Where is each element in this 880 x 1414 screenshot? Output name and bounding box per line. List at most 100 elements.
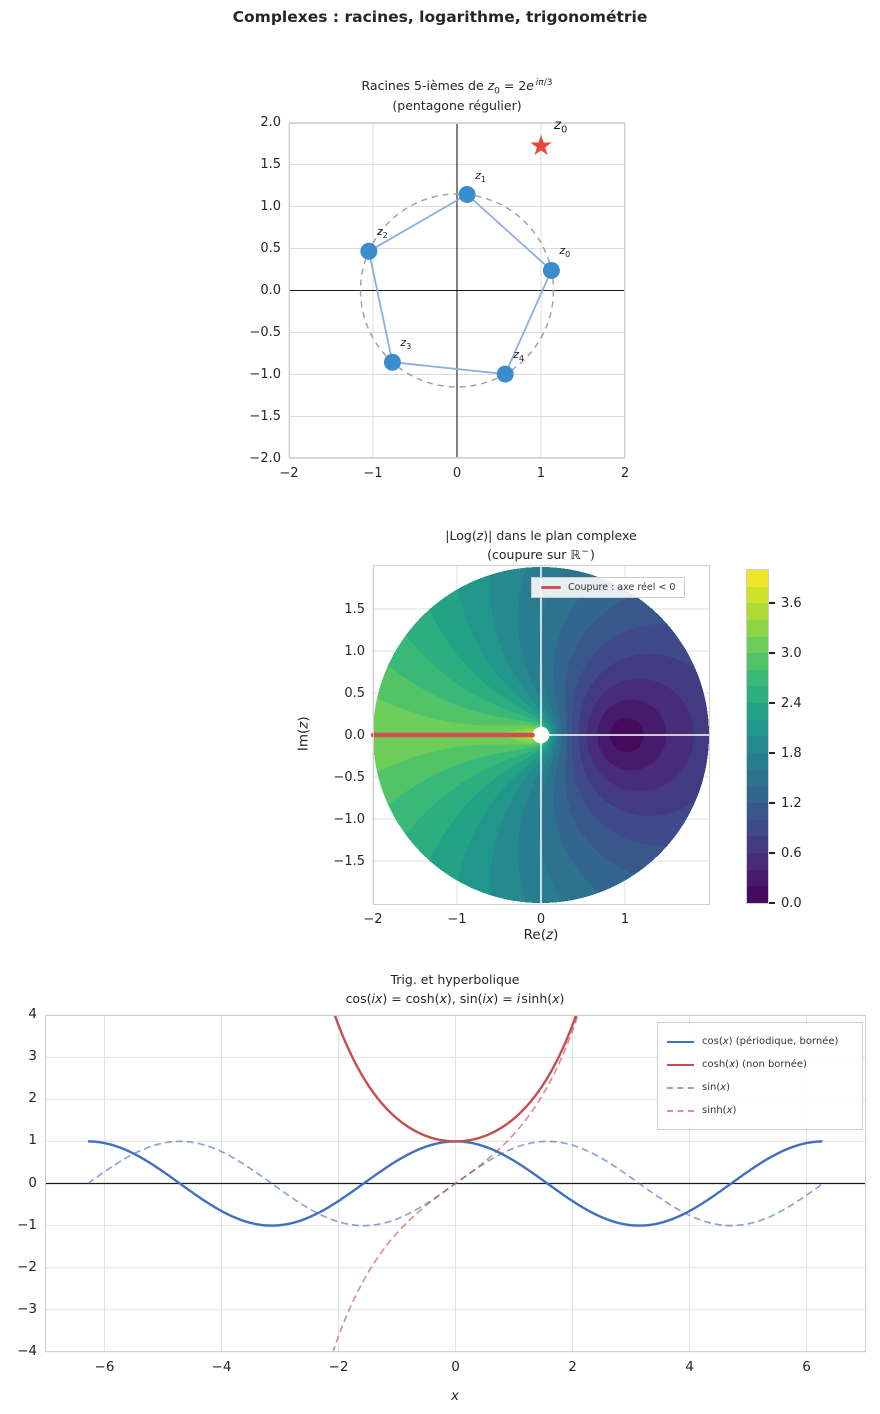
plot3-subtitle: cos(ix) = cosh(x), sin(ix) = i sinh(x) <box>345 991 565 1006</box>
colorbar-segment <box>747 852 768 870</box>
plot1-ytick-label: −0.5 <box>249 325 281 340</box>
plot3-ytick-label: 4 <box>28 1006 37 1023</box>
colorbar-tick-mark <box>769 752 775 755</box>
colorbar-segment <box>747 703 768 720</box>
plot1-xtick-label: −2 <box>279 466 299 481</box>
colorbar-segment <box>747 753 768 770</box>
plot1-ytick-label: 2.0 <box>260 115 281 130</box>
colorbar-tick-label: 0.0 <box>781 895 802 911</box>
colorbar-segment <box>747 736 768 754</box>
colorbar-tick-label: 1.8 <box>781 745 802 761</box>
colorbar <box>746 569 769 904</box>
plot3-xtick-label: −6 <box>94 1359 115 1375</box>
legend-label: sinh(x) <box>702 1105 737 1116</box>
plot2-subtitle: (coupure sur ℝ − ) <box>487 547 595 563</box>
plot3-xtick-label: −2 <box>328 1359 349 1375</box>
curve-cosh <box>333 1015 578 1143</box>
root-label: z4 <box>513 348 525 364</box>
legend-line-sample <box>667 1063 694 1066</box>
plot2-ytick-label: −1.0 <box>333 811 365 827</box>
colorbar-segment <box>747 586 768 604</box>
root-label: z2 <box>376 225 388 241</box>
colorbar-segment <box>747 886 768 903</box>
legend-row: cosh(x) (non bornée) <box>667 1053 853 1076</box>
plot2-ytick-label: 1.0 <box>344 643 365 659</box>
plot3-xtick-label: −4 <box>211 1359 232 1375</box>
colorbar-segment <box>747 636 768 654</box>
figure-title: Complexes : racines, logarithme, trigono… <box>232 8 648 26</box>
legend-label: cos(x) (périodique, bornée) <box>702 1036 839 1047</box>
plot3-xtick-label: 4 <box>685 1359 694 1375</box>
plot3-ytick-label: −1 <box>17 1216 37 1233</box>
plot3-title: Trig. et hyperbolique <box>390 972 520 987</box>
plot3-ytick-label: 1 <box>28 1132 37 1149</box>
legend-row: sinh(x) <box>667 1099 853 1122</box>
colorbar-tick-label: 1.2 <box>781 795 802 811</box>
colorbar-tick-mark <box>769 902 775 904</box>
plot2-overlay <box>370 567 709 903</box>
colorbar-segment <box>747 836 768 853</box>
axes-spine <box>289 123 625 458</box>
plot3-ytick-label: −3 <box>17 1300 37 1317</box>
plot2-legend: Coupure : axe réel < 0 <box>531 577 686 598</box>
plot2-ytick-label: −0.5 <box>333 769 365 785</box>
plot2-legend-label: Coupure : axe réel < 0 <box>568 582 676 593</box>
colorbar-segment <box>747 653 768 670</box>
pentagon-edges <box>368 193 553 376</box>
plot3-xlabel: x <box>451 1389 459 1404</box>
plot2-ytick-label: 1.5 <box>344 601 365 617</box>
plot1-xtick-label: 2 <box>620 466 630 481</box>
cut-line-sample <box>541 586 561 589</box>
colorbar-tick-label: 3.6 <box>781 595 802 611</box>
colorbar-tick-label: 2.4 <box>781 695 802 711</box>
plot1-ytick-label: 0.0 <box>260 283 281 298</box>
plot2-xtick-label: −2 <box>363 912 383 927</box>
legend-label: sin(x) <box>702 1082 731 1093</box>
colorbar-segment <box>747 686 768 704</box>
plot3-ytick-label: 2 <box>28 1090 37 1107</box>
legend-row: cos(x) (périodique, bornée) <box>667 1030 853 1053</box>
plot1-axes: ★ <box>288 122 626 459</box>
plot3-ytick-label: −4 <box>17 1342 37 1359</box>
plot3-xtick-label: 6 <box>802 1359 811 1375</box>
colorbar-segment <box>747 619 768 637</box>
plot1-ytick-label: −1.0 <box>249 367 281 382</box>
root-marker <box>542 261 560 279</box>
plot3-ytick-label: 0 <box>28 1174 37 1191</box>
plot3-xtick-label: 2 <box>568 1359 577 1375</box>
z0-star-label: z0 <box>554 117 568 136</box>
colorbar-tick-mark <box>769 852 775 855</box>
colorbar-segment <box>747 719 768 737</box>
curve-sinh <box>332 1015 580 1352</box>
colorbar-tick-mark <box>769 802 775 805</box>
colorbar-segment <box>747 603 768 620</box>
colorbar-tick-mark <box>769 652 775 655</box>
plot3-xtick-label: 0 <box>451 1359 460 1375</box>
plot3-ytick-label: 3 <box>28 1048 37 1065</box>
colorbar-segment <box>747 786 768 803</box>
colorbar-tick-mark <box>769 602 775 605</box>
unit-root-circle <box>359 193 555 388</box>
root-label: z1 <box>475 168 486 184</box>
root-marker <box>360 242 378 260</box>
legend-line-sample <box>667 1109 694 1112</box>
root-label: z0 <box>559 244 571 260</box>
colorbar-segment <box>747 869 768 887</box>
plot1-xtick-label: −1 <box>363 466 383 481</box>
plot2-ylabel: Im(z) <box>295 716 312 752</box>
colorbar-segment <box>747 570 768 587</box>
plot1-xtick-label: 0 <box>452 466 462 481</box>
colorbar-tick-label: 3.0 <box>781 645 802 661</box>
legend-line-sample <box>667 1040 694 1043</box>
legend-line-sample <box>667 1086 694 1089</box>
legend-label: cosh(x) (non bornée) <box>702 1059 807 1070</box>
plot1-ytick-label: 1.0 <box>260 199 281 214</box>
plot2-ytick-label: 0.0 <box>344 727 365 743</box>
plot2-xtick-label: −1 <box>447 912 467 927</box>
plot2-ytick-label: −1.5 <box>333 853 365 869</box>
plot1-ytick-label: −1.5 <box>249 409 281 424</box>
colorbar-segment <box>747 769 768 787</box>
plot3-ytick-label: −2 <box>17 1258 37 1275</box>
plot3-axes <box>45 1014 866 1353</box>
